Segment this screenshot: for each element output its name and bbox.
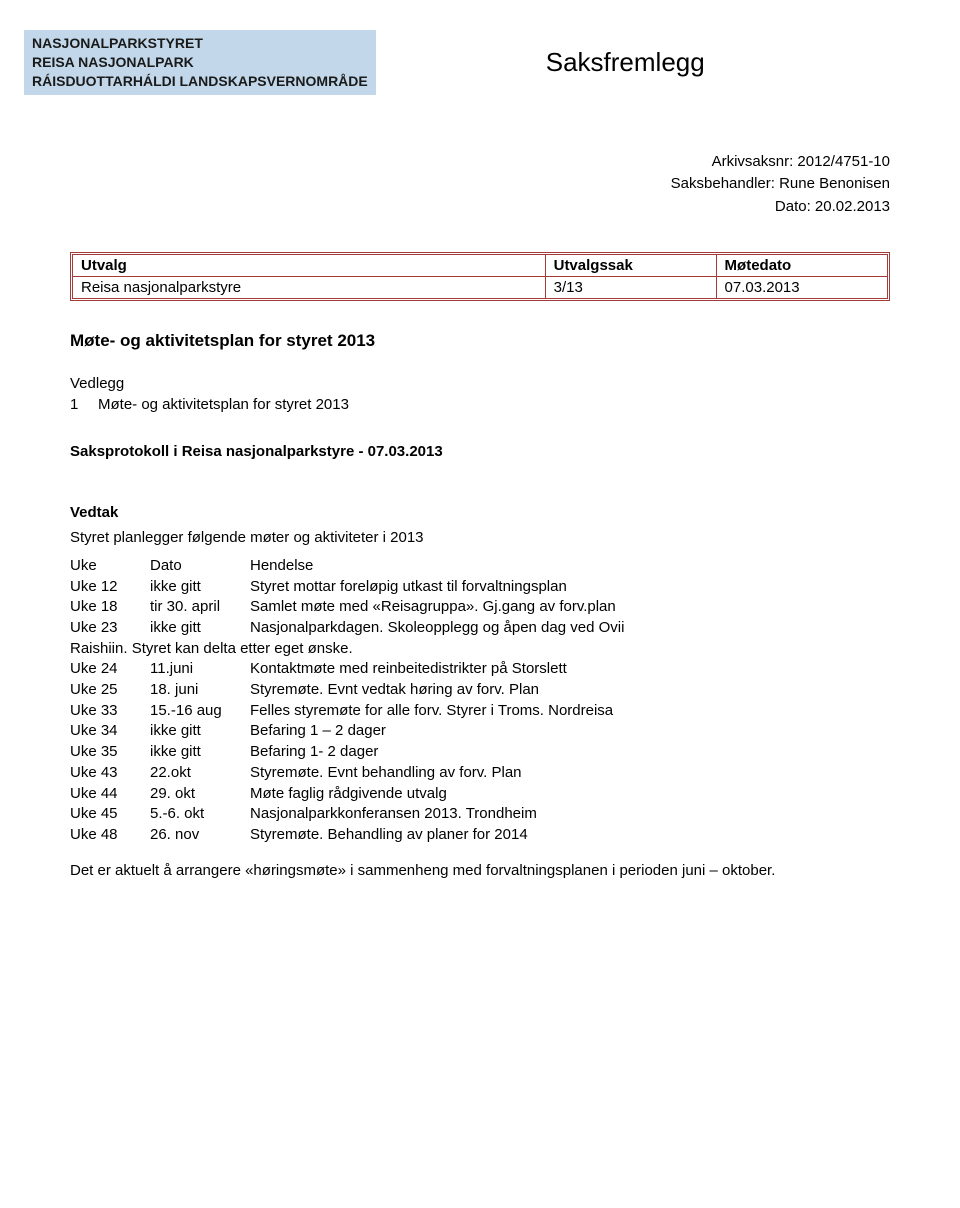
table-header-row: Utvalg Utvalgssak Møtedato [73,255,887,277]
sched-uke: Uke 48 [70,825,150,846]
sched-uke: Uke 45 [70,804,150,825]
schedule-table: Uke Dato Hendelse Uke 12ikke gittStyret … [70,556,890,846]
org-block: NASJONALPARKSTYRET REISA NASJONALPARK RÁ… [24,30,376,95]
schedule-row: Uke 3315.-16 augFelles styremøte for all… [70,701,890,722]
schedule-continuation: Raishiin. Styret kan delta etter eget øn… [70,639,890,660]
saksprotokoll-heading: Saksprotokoll i Reisa nasjonalparkstyre … [70,441,890,462]
utvalg-table-wrapper: Utvalg Utvalgssak Møtedato Reisa nasjona… [70,252,890,301]
sched-dato: 26. nov [150,825,250,846]
sched-dato: 18. juni [150,680,250,701]
vedtak-label: Vedtak [70,502,890,523]
plan-section: Møte- og aktivitetsplan for styret 2013 … [70,329,890,880]
org-line-1: NASJONALPARKSTYRET [32,34,368,53]
sched-uke: Uke 25 [70,680,150,701]
cell-utvalgssak: 3/13 [545,277,716,299]
cell-motedato: 07.03.2013 [716,277,887,299]
schedule-row: Uke 2518. juniStyremøte. Evnt vedtak hør… [70,680,890,701]
schedule-row: Uke 2411.juniKontaktmøte med reinbeitedi… [70,659,890,680]
saksbehandler-line: Saksbehandler: Rune Benonisen [0,173,890,196]
sched-dato: ikke gitt [150,742,250,763]
sched-dato: ikke gitt [150,577,250,598]
schedule-row: Uke 18tir 30. aprilSamlet møte med «Reis… [70,597,890,618]
sched-hendelse: Møte faglig rådgivende utvalg [250,784,890,805]
schedule-row: Uke 4322.oktStyremøte. Evnt behandling a… [70,763,890,784]
sched-hendelse: Styremøte. Evnt vedtak høring av forv. P… [250,680,890,701]
sched-dato: 5.-6. okt [150,804,250,825]
sched-uke: Uke 35 [70,742,150,763]
arkiv-line: Arkivsaksnr: 2012/4751-10 [0,151,890,174]
sched-uke: Uke 44 [70,784,150,805]
sched-dato: 15.-16 aug [150,701,250,722]
sched-hendelse: Styremøte. Behandling av planer for 2014 [250,825,890,846]
dato-line: Dato: 20.02.2013 [0,196,890,219]
sched-h-hendelse: Hendelse [250,556,890,577]
sched-uke: Uke 18 [70,597,150,618]
org-line-2: REISA NASJONALPARK [32,53,368,72]
sched-uke: Uke 43 [70,763,150,784]
sched-hendelse: Styret mottar foreløpig utkast til forva… [250,577,890,598]
sched-dato: 29. okt [150,784,250,805]
sched-hendelse: Samlet møte med «Reisagruppa». Gj.gang a… [250,597,890,618]
cell-utvalg: Reisa nasjonalparkstyre [73,277,545,299]
schedule-row: Uke 4826. novStyremøte. Behandling av pl… [70,825,890,846]
document-header: NASJONALPARKSTYRET REISA NASJONALPARK RÁ… [0,24,960,101]
sched-uke: Uke 24 [70,659,150,680]
vedtak-intro: Styret planlegger følgende møter og akti… [70,527,890,548]
plan-title: Møte- og aktivitetsplan for styret 2013 [70,329,890,353]
vedlegg-text: Møte- og aktivitetsplan for styret 2013 [98,394,349,415]
sched-hendelse: Befaring 1- 2 dager [250,742,890,763]
schedule-row: Uke 455.-6. oktNasjonalparkkonferansen 2… [70,804,890,825]
document-title: Saksfremlegg [546,47,705,78]
meta-block: Arkivsaksnr: 2012/4751-10 Saksbehandler:… [0,101,960,219]
org-line-3: RÁISDUOTTARHÁLDI LANDSKAPSVERNOMRÅDE [32,72,368,91]
closing-paragraph: Det er aktuelt å arrangere «høringsmøte»… [70,860,890,881]
sched-h-uke: Uke [70,556,150,577]
schedule-header: Uke Dato Hendelse [70,556,890,577]
sched-dato: 11.juni [150,659,250,680]
sched-dato: ikke gitt [150,721,250,742]
sched-hendelse: Befaring 1 – 2 dager [250,721,890,742]
sched-dato: 22.okt [150,763,250,784]
schedule-row: Uke 34ikke gittBefaring 1 – 2 dager [70,721,890,742]
col-motedato: Møtedato [716,255,887,277]
schedule-row: Uke 23ikke gittNasjonalparkdagen. Skoleo… [70,618,890,639]
vedlegg-label: Vedlegg [70,373,890,394]
col-utvalg: Utvalg [73,255,545,277]
sched-hendelse: Felles styremøte for alle forv. Styrer i… [250,701,890,722]
sched-dato: tir 30. april [150,597,250,618]
vedlegg-item: 1 Møte- og aktivitetsplan for styret 201… [70,394,890,415]
col-utvalgssak: Utvalgssak [545,255,716,277]
sched-hendelse: Nasjonalparkkonferansen 2013. Trondheim [250,804,890,825]
schedule-row: Uke 4429. oktMøte faglig rådgivende utva… [70,784,890,805]
utvalg-table: Utvalg Utvalgssak Møtedato Reisa nasjona… [73,255,887,298]
sched-uke: Uke 12 [70,577,150,598]
sched-uke: Uke 23 [70,618,150,639]
vedlegg-num: 1 [70,394,98,415]
table-row: Reisa nasjonalparkstyre 3/13 07.03.2013 [73,277,887,299]
sched-hendelse: Nasjonalparkdagen. Skoleopplegg og åpen … [250,618,890,639]
sched-uke: Uke 33 [70,701,150,722]
sched-uke: Uke 34 [70,721,150,742]
schedule-row: Uke 12ikke gittStyret mottar foreløpig u… [70,577,890,598]
sched-h-dato: Dato [150,556,250,577]
schedule-row: Uke 35ikke gittBefaring 1- 2 dager [70,742,890,763]
sched-dato: ikke gitt [150,618,250,639]
sched-hendelse: Kontaktmøte med reinbeitedistrikter på S… [250,659,890,680]
sched-hendelse: Styremøte. Evnt behandling av forv. Plan [250,763,890,784]
